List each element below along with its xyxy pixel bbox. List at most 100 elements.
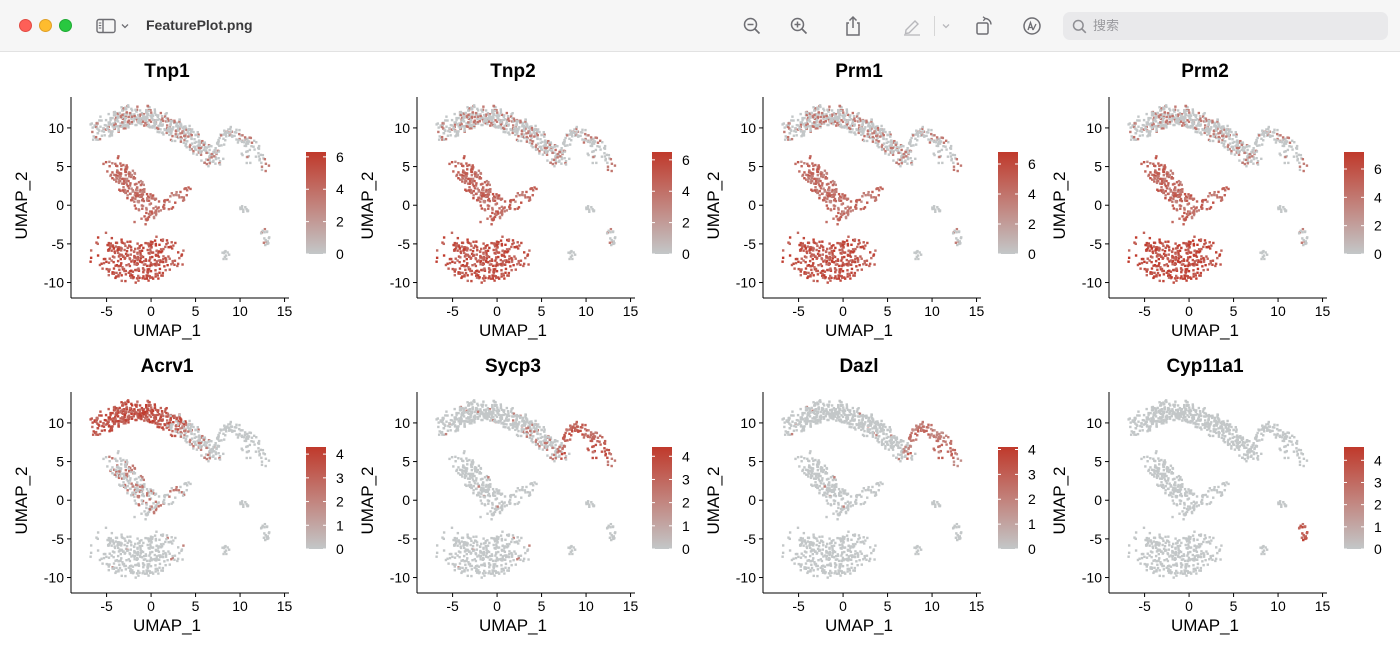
cell-point <box>603 144 607 148</box>
cell-point <box>585 207 588 211</box>
cell-point <box>818 104 822 107</box>
cell-point <box>1173 108 1177 111</box>
cell-point <box>841 120 845 123</box>
cell-point <box>891 146 894 150</box>
zoom-window-button[interactable] <box>59 19 72 32</box>
cell-point <box>530 136 533 140</box>
cell-point <box>487 193 491 196</box>
cell-point <box>1235 146 1239 150</box>
cell-point <box>1280 208 1283 211</box>
minimize-window-button[interactable] <box>39 19 52 32</box>
cell-point <box>498 216 502 220</box>
cell-point <box>841 261 845 265</box>
cell-point <box>834 114 837 117</box>
search-input[interactable] <box>1093 18 1383 34</box>
search-field[interactable] <box>1063 12 1388 40</box>
cell-point <box>241 153 244 157</box>
cell-point <box>1159 177 1162 180</box>
cell-point <box>454 165 457 168</box>
zoom-out-button[interactable] <box>739 13 765 39</box>
cell-point <box>812 279 815 283</box>
cell-point <box>506 274 509 277</box>
cell-point <box>897 162 901 166</box>
cell-point <box>263 237 266 240</box>
cell-point <box>1133 138 1136 141</box>
cell-point <box>829 113 833 117</box>
cell-point <box>559 149 562 152</box>
cell-point <box>263 231 266 234</box>
cell-point <box>124 269 127 273</box>
markup-options-button[interactable] <box>938 13 954 39</box>
cell-point <box>494 210 498 213</box>
sidebar-toggle-button[interactable] <box>96 15 132 37</box>
cell-point <box>1179 199 1182 202</box>
cell-point <box>1209 261 1212 265</box>
cell-point <box>827 257 830 260</box>
cell-point <box>151 118 155 121</box>
cell-point <box>1139 267 1142 270</box>
cell-point <box>1199 124 1202 127</box>
close-window-button[interactable] <box>19 19 32 32</box>
cell-point <box>1278 207 1282 210</box>
cell-point <box>1155 155 1158 158</box>
cell-point <box>1189 255 1192 259</box>
cell-point <box>509 115 513 118</box>
cell-point <box>470 170 473 173</box>
cell-point <box>259 232 263 235</box>
cell-point <box>888 131 891 134</box>
cell-point <box>511 239 515 242</box>
cell-point <box>246 155 249 159</box>
cell-point <box>491 111 494 114</box>
annotate-button[interactable] <box>1019 13 1045 39</box>
cell-point <box>591 142 594 146</box>
cell-point <box>1261 129 1264 132</box>
cell-point <box>500 269 503 272</box>
cell-point <box>809 116 812 119</box>
cell-point <box>828 200 831 203</box>
cell-point <box>1163 111 1166 114</box>
cell-point <box>814 125 817 128</box>
markup-button[interactable] <box>899 13 925 39</box>
cell-point <box>919 132 923 135</box>
cell-point <box>1149 171 1152 174</box>
cell-point <box>1283 161 1286 165</box>
cell-point <box>856 245 859 249</box>
cell-point <box>907 151 910 155</box>
cell-point <box>467 121 470 124</box>
share-button[interactable] <box>840 13 866 39</box>
cell-point <box>894 141 897 145</box>
cell-point <box>227 132 231 135</box>
cell-point <box>546 159 549 162</box>
cell-point <box>936 205 939 209</box>
cell-point <box>177 194 181 197</box>
cell-point <box>503 200 507 203</box>
zoom-in-button[interactable] <box>786 13 812 39</box>
cell-point <box>126 166 129 169</box>
cell-point <box>111 255 115 258</box>
cell-point <box>1142 231 1146 235</box>
cell-point <box>1186 264 1190 267</box>
cell-point <box>1196 267 1200 271</box>
cell-point <box>833 277 836 280</box>
cell-point <box>497 118 501 121</box>
cell-point <box>1147 242 1151 245</box>
cell-point <box>474 114 478 117</box>
y-tick-label: 10 <box>740 120 756 136</box>
legend-tick-label: 6 <box>1028 156 1036 172</box>
y-tick-label: 5 <box>748 159 756 175</box>
cell-point <box>829 117 832 121</box>
cell-point <box>522 125 526 128</box>
cell-point <box>1258 144 1261 147</box>
cell-point <box>801 173 805 177</box>
cell-point <box>832 195 835 199</box>
cell-point <box>154 209 158 212</box>
cell-point <box>915 255 919 259</box>
cell-point <box>1217 135 1220 139</box>
cell-point <box>464 175 467 178</box>
cell-point <box>840 119 843 122</box>
cell-point <box>139 183 143 187</box>
cell-point <box>900 158 903 161</box>
rotate-button[interactable] <box>971 13 997 39</box>
cell-point <box>138 122 142 125</box>
cell-point <box>1160 125 1163 128</box>
